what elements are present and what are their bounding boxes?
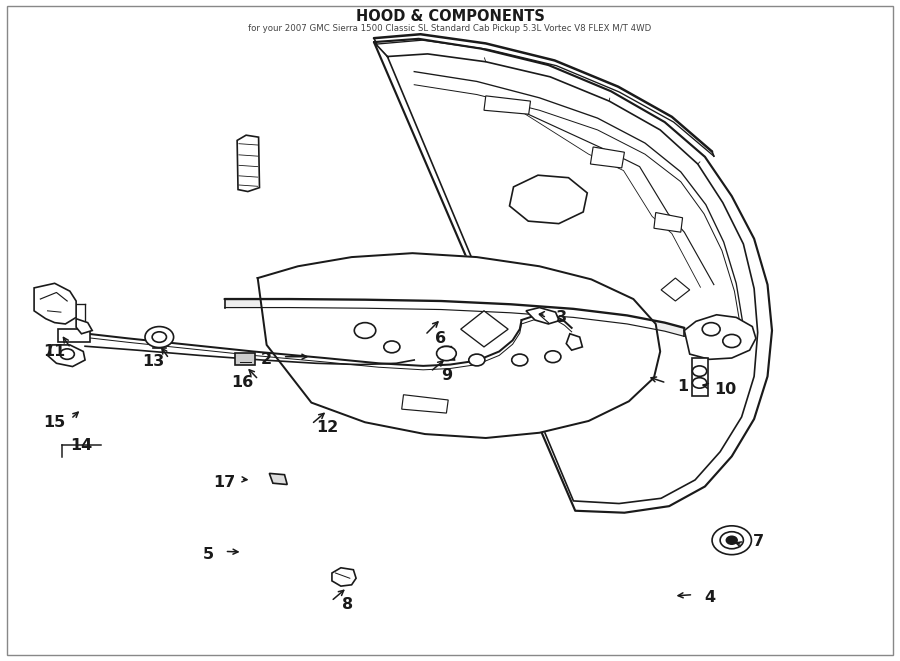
- Text: 12: 12: [316, 420, 338, 435]
- Text: 11: 11: [43, 344, 66, 359]
- Polygon shape: [707, 324, 725, 341]
- Text: 14: 14: [70, 438, 93, 453]
- Polygon shape: [439, 349, 454, 360]
- Circle shape: [355, 323, 376, 338]
- Text: 16: 16: [231, 375, 254, 391]
- Circle shape: [702, 323, 720, 336]
- Circle shape: [469, 354, 485, 366]
- Circle shape: [145, 327, 174, 348]
- Polygon shape: [76, 319, 92, 334]
- Polygon shape: [484, 96, 530, 114]
- Text: 5: 5: [202, 547, 214, 562]
- Circle shape: [692, 366, 706, 376]
- Circle shape: [692, 377, 706, 388]
- Polygon shape: [566, 334, 582, 350]
- Text: for your 2007 GMC Sierra 1500 Classic SL Standard Cab Pickup 5.3L Vortec V8 FLEX: for your 2007 GMC Sierra 1500 Classic SL…: [248, 24, 652, 33]
- Polygon shape: [590, 147, 625, 168]
- Text: 9: 9: [441, 368, 452, 383]
- Text: HOOD & COMPONENTS: HOOD & COMPONENTS: [356, 9, 544, 24]
- Polygon shape: [526, 307, 559, 324]
- Circle shape: [720, 531, 743, 549]
- Polygon shape: [269, 473, 287, 485]
- Polygon shape: [509, 175, 588, 223]
- Circle shape: [726, 536, 737, 544]
- Text: 3: 3: [556, 310, 567, 325]
- Polygon shape: [58, 329, 90, 342]
- Polygon shape: [691, 358, 707, 396]
- Text: 13: 13: [142, 354, 164, 369]
- Text: 2: 2: [261, 352, 272, 368]
- Circle shape: [544, 351, 561, 363]
- Circle shape: [723, 334, 741, 348]
- Polygon shape: [401, 395, 448, 413]
- Text: 15: 15: [43, 414, 66, 430]
- Polygon shape: [34, 284, 76, 324]
- Text: 8: 8: [342, 597, 353, 612]
- Text: 1: 1: [677, 379, 688, 394]
- Circle shape: [60, 349, 75, 360]
- Text: 6: 6: [436, 331, 446, 346]
- Polygon shape: [237, 136, 259, 192]
- Circle shape: [152, 332, 166, 342]
- Text: 7: 7: [753, 534, 764, 549]
- Polygon shape: [654, 213, 682, 232]
- Polygon shape: [662, 278, 689, 301]
- Polygon shape: [684, 315, 756, 360]
- FancyBboxPatch shape: [235, 353, 255, 365]
- Text: 17: 17: [213, 475, 236, 490]
- Circle shape: [383, 341, 400, 353]
- Circle shape: [712, 525, 751, 555]
- Circle shape: [512, 354, 527, 366]
- Polygon shape: [461, 311, 508, 347]
- Text: 10: 10: [715, 382, 736, 397]
- Circle shape: [436, 346, 456, 361]
- Polygon shape: [48, 345, 86, 367]
- Text: 4: 4: [704, 590, 715, 605]
- Polygon shape: [332, 568, 356, 586]
- Polygon shape: [257, 253, 661, 438]
- Polygon shape: [225, 299, 684, 336]
